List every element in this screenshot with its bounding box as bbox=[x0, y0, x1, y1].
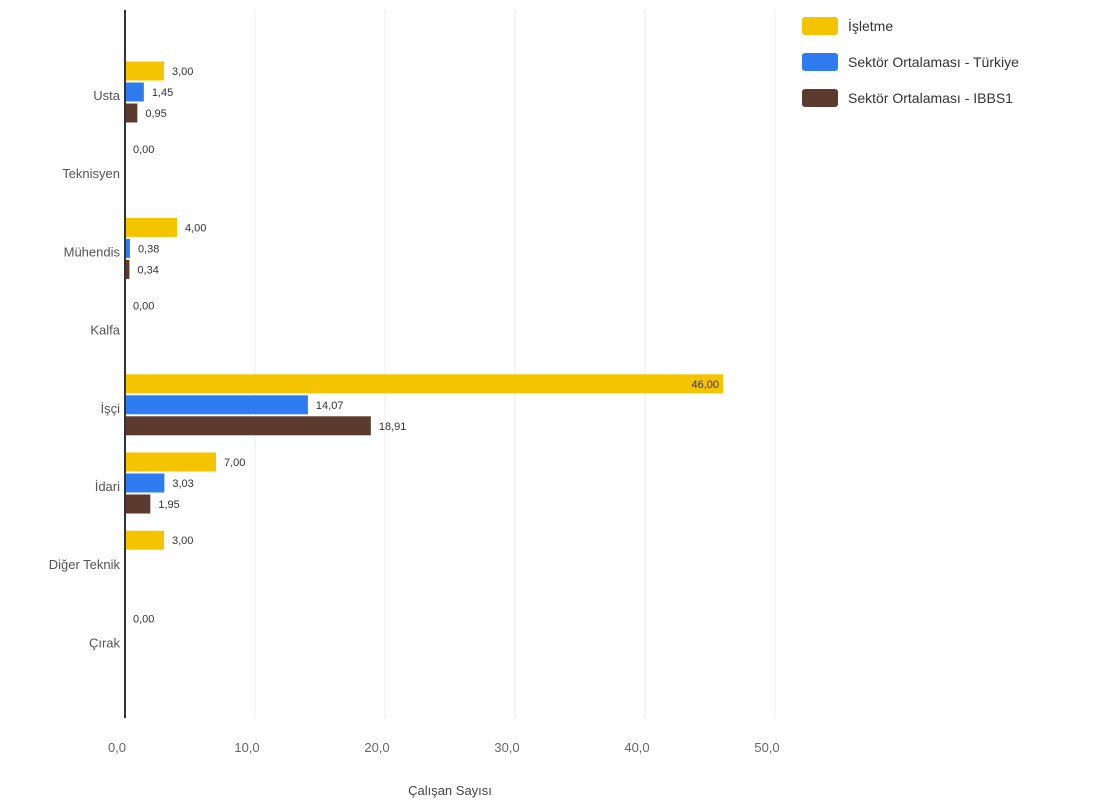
bar bbox=[125, 103, 138, 123]
x-tick-label: 20,0 bbox=[364, 740, 389, 755]
x-tick-label: 0,0 bbox=[108, 740, 126, 755]
x-tick-label: 50,0 bbox=[754, 740, 779, 755]
category-label: İdari bbox=[95, 479, 120, 494]
value-label: 3,03 bbox=[172, 478, 193, 490]
value-labels: 3,00 1,45 0,95 0,00 4,00 0,38 0,34 0,00 46,00 14,… bbox=[133, 66, 719, 625]
category-label: Mühendis bbox=[64, 244, 121, 259]
bar bbox=[125, 259, 130, 279]
legend-label: İşletme bbox=[848, 18, 894, 34]
bar bbox=[125, 217, 177, 237]
category-label: Teknisyen bbox=[62, 166, 120, 181]
category-label: İşçi bbox=[101, 401, 121, 416]
legend-label: Sektör Ortalaması - Türkiye bbox=[848, 54, 1019, 70]
gridlines bbox=[254, 10, 776, 718]
value-label: 1,45 bbox=[152, 87, 173, 99]
value-label: 0,00 bbox=[133, 144, 154, 156]
bar bbox=[125, 395, 308, 415]
legend-item: İşletme bbox=[802, 8, 1019, 44]
value-label: 0,34 bbox=[137, 264, 158, 276]
bar bbox=[125, 61, 164, 81]
value-label: 0,38 bbox=[138, 243, 159, 255]
value-label: 0,00 bbox=[133, 301, 154, 313]
legend-swatch bbox=[802, 53, 838, 71]
bar bbox=[125, 416, 371, 436]
legend-swatch bbox=[802, 17, 838, 35]
value-label: 0,95 bbox=[145, 108, 166, 120]
bar bbox=[125, 452, 216, 472]
value-label: 1,95 bbox=[158, 499, 179, 511]
bar bbox=[125, 238, 130, 258]
legend-item: Sektör Ortalaması - Türkiye bbox=[802, 44, 1019, 80]
category-label: Usta bbox=[93, 88, 121, 103]
value-label: 7,00 bbox=[224, 457, 245, 469]
bar bbox=[125, 530, 164, 550]
value-label: 3,00 bbox=[172, 66, 193, 78]
value-label: 0,00 bbox=[133, 613, 154, 625]
x-tick-labels: 0,0 10,0 20,0 30,0 40,0 50,0 bbox=[108, 740, 780, 755]
bar bbox=[125, 494, 151, 514]
legend-item: Sektör Ortalaması - IBBS1 bbox=[802, 80, 1019, 116]
x-axis-label: Çalışan Sayısı bbox=[408, 783, 492, 798]
category-label: Kalfa bbox=[90, 323, 120, 338]
value-label: 46,00 bbox=[691, 379, 719, 391]
value-label: 18,91 bbox=[379, 421, 407, 433]
legend-swatch bbox=[802, 89, 838, 107]
legend-label: Sektör Ortalaması - IBBS1 bbox=[848, 90, 1013, 106]
x-tick-label: 10,0 bbox=[234, 740, 259, 755]
category-labels: Usta Teknisyen Mühendis Kalfa İşçi İdari Diğer… bbox=[49, 88, 121, 650]
category-label: Çırak bbox=[89, 635, 121, 650]
bar bbox=[125, 374, 723, 394]
category-label: Diğer Teknik bbox=[49, 557, 121, 572]
legend: İşletme Sektör Ortalaması - Türkiye Sektör… bbox=[802, 8, 1019, 116]
value-label: 14,07 bbox=[316, 400, 344, 412]
value-label: 4,00 bbox=[185, 222, 206, 234]
x-tick-label: 40,0 bbox=[624, 740, 649, 755]
bar bbox=[125, 82, 144, 102]
bar bbox=[125, 473, 165, 493]
x-tick-label: 30,0 bbox=[494, 740, 519, 755]
bars bbox=[125, 61, 723, 550]
value-label: 3,00 bbox=[172, 535, 193, 547]
